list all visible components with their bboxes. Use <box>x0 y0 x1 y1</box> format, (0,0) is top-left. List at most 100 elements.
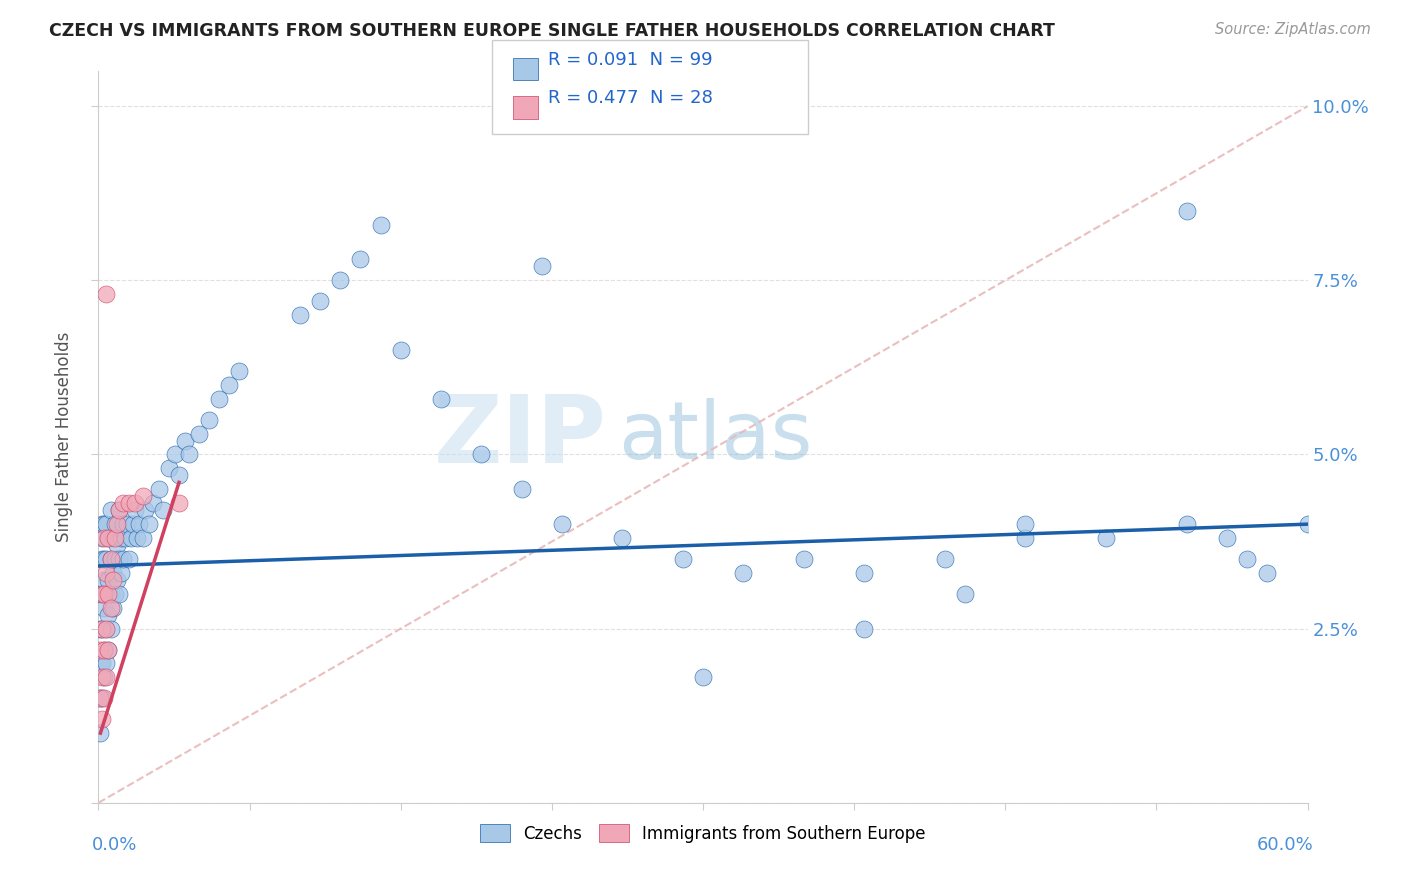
Point <box>692 670 714 684</box>
Point <box>111 552 134 566</box>
Text: Source: ZipAtlas.com: Source: ZipAtlas.com <box>1215 22 1371 37</box>
Point <box>530 260 553 274</box>
Point <box>93 587 115 601</box>
Text: R = 0.091  N = 99: R = 0.091 N = 99 <box>548 51 713 69</box>
Point <box>167 468 190 483</box>
Point <box>121 517 143 532</box>
Point <box>96 657 118 671</box>
Text: atlas: atlas <box>619 398 813 476</box>
Point <box>97 531 120 545</box>
Point <box>152 503 174 517</box>
Point <box>389 343 412 357</box>
Point <box>288 308 311 322</box>
Point <box>101 566 124 580</box>
Point <box>89 642 111 657</box>
Point <box>1095 531 1118 545</box>
Point <box>89 622 111 636</box>
Point <box>612 531 634 545</box>
Point <box>132 489 155 503</box>
Point <box>110 531 132 545</box>
Point <box>103 587 125 601</box>
Point <box>853 566 876 580</box>
Point <box>953 587 976 601</box>
Point <box>91 622 114 636</box>
Point <box>96 517 118 532</box>
Legend: Czechs, Immigrants from Southern Europe: Czechs, Immigrants from Southern Europe <box>474 818 932 849</box>
Point <box>1014 531 1036 545</box>
Point <box>157 461 180 475</box>
Point <box>134 503 156 517</box>
Point <box>96 670 118 684</box>
Point <box>167 496 190 510</box>
Point <box>1256 566 1278 580</box>
Point <box>163 448 186 462</box>
Point <box>97 573 120 587</box>
Point <box>470 448 492 462</box>
Point <box>89 587 111 601</box>
Point <box>91 657 114 671</box>
Point <box>93 600 115 615</box>
Point <box>1216 531 1239 545</box>
Point <box>101 600 124 615</box>
Point <box>430 392 453 406</box>
Point <box>132 531 155 545</box>
Point <box>93 691 115 706</box>
Point <box>309 294 332 309</box>
Point <box>91 517 114 532</box>
Point <box>96 287 118 301</box>
Point <box>96 587 118 601</box>
Point <box>93 573 115 587</box>
Point <box>96 622 118 636</box>
Point <box>1014 517 1036 532</box>
Point <box>93 517 115 532</box>
Point <box>100 587 122 601</box>
Y-axis label: Single Father Households: Single Father Households <box>55 332 73 542</box>
Point <box>100 552 122 566</box>
Point <box>111 496 134 510</box>
Point <box>208 392 231 406</box>
Point <box>91 531 114 545</box>
Point <box>125 531 148 545</box>
Point <box>89 691 111 706</box>
Point <box>97 531 120 545</box>
Point <box>93 531 115 545</box>
Point <box>93 552 115 566</box>
Point <box>853 622 876 636</box>
Point <box>96 566 118 580</box>
Point <box>93 670 115 684</box>
Point <box>97 587 120 601</box>
Point <box>91 691 114 706</box>
Point <box>510 483 533 497</box>
Point <box>105 517 128 532</box>
Point <box>93 642 115 657</box>
Text: CZECH VS IMMIGRANTS FROM SOUTHERN EUROPE SINGLE FATHER HOUSEHOLDS CORRELATION CH: CZECH VS IMMIGRANTS FROM SOUTHERN EUROPE… <box>49 22 1054 40</box>
Point <box>91 552 114 566</box>
Point <box>100 503 122 517</box>
Point <box>89 691 111 706</box>
Point <box>107 503 129 517</box>
Point <box>115 517 138 532</box>
Point <box>114 531 136 545</box>
Point <box>120 531 142 545</box>
Point <box>179 448 201 462</box>
Point <box>89 657 111 671</box>
Point <box>103 517 125 532</box>
Point <box>1175 517 1198 532</box>
Point <box>1236 552 1258 566</box>
Point <box>1296 517 1319 532</box>
Point <box>101 531 124 545</box>
Point <box>91 587 114 601</box>
Point <box>103 531 125 545</box>
Point <box>228 364 250 378</box>
Point <box>111 517 134 532</box>
Point <box>100 622 122 636</box>
Point <box>793 552 815 566</box>
Point <box>1175 203 1198 218</box>
Point <box>100 552 122 566</box>
Point <box>118 496 141 510</box>
Point <box>142 496 165 510</box>
Point <box>329 273 352 287</box>
Point <box>118 552 141 566</box>
Point <box>97 642 120 657</box>
Point <box>672 552 695 566</box>
